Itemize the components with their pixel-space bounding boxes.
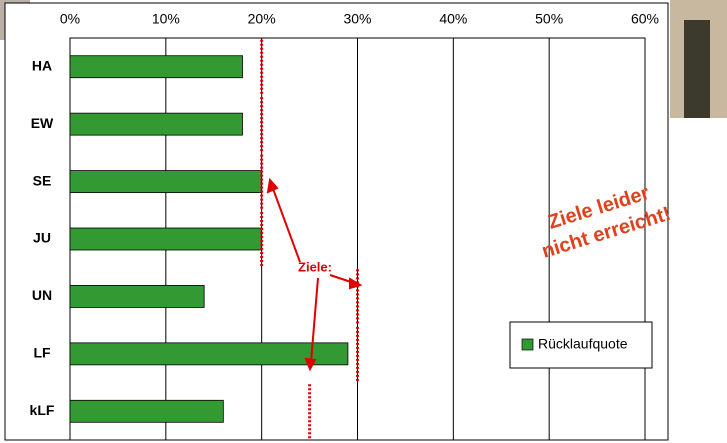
- x-tick-label: 0%: [60, 11, 80, 27]
- bar: [70, 400, 223, 422]
- bar: [70, 285, 204, 307]
- x-tick-label: 10%: [152, 11, 180, 27]
- y-tick-label: EW: [31, 115, 54, 131]
- y-tick-label: LF: [33, 345, 51, 361]
- y-tick-label: UN: [32, 287, 52, 303]
- y-tick-label: HA: [32, 57, 52, 73]
- legend-label: Rücklaufquote: [538, 336, 628, 352]
- x-tick-label: 40%: [439, 11, 467, 27]
- bar: [70, 56, 243, 78]
- legend: Rücklaufquote: [510, 322, 652, 368]
- y-tick-label: kLF: [30, 402, 55, 418]
- chart: Ziele: Ziele leider nicht erreicht! Rück…: [0, 0, 727, 443]
- photo-figure: [684, 20, 710, 118]
- x-tick-label: 30%: [343, 11, 371, 27]
- x-tick-label: 60%: [631, 11, 659, 27]
- x-tick-label: 50%: [535, 11, 563, 27]
- y-tick-label: SE: [33, 172, 52, 188]
- bar: [70, 228, 262, 250]
- y-tick-label: JU: [33, 230, 51, 246]
- bar: [70, 171, 262, 193]
- annotation: Ziele:: [298, 259, 332, 274]
- legend-swatch: [522, 339, 533, 350]
- bar: [70, 113, 243, 135]
- x-tick-label: 20%: [248, 11, 276, 27]
- page: Ziele: Ziele leider nicht erreicht! Rück…: [0, 0, 727, 443]
